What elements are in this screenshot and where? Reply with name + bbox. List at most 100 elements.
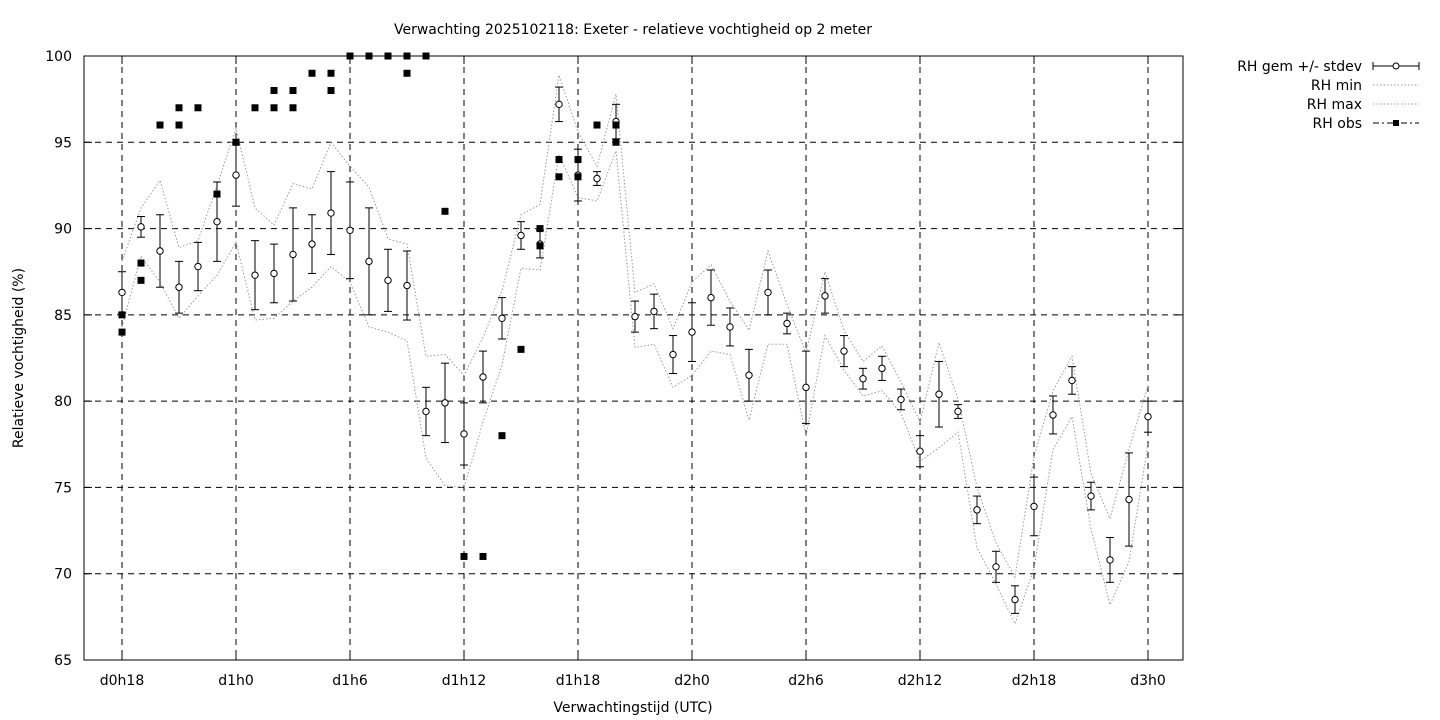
mean-point — [821, 292, 829, 300]
mean-point — [517, 231, 525, 240]
obs-point — [156, 121, 164, 129]
legend-label: RH gem +/- stdev — [1237, 59, 1362, 75]
y-axis-ticks: 65 70 75 80 85 90 95 100 — [45, 49, 1183, 669]
mean-point — [897, 395, 905, 404]
obs-point — [536, 225, 544, 233]
obs-point — [441, 207, 449, 215]
mean-point — [289, 250, 297, 259]
mean-point — [802, 383, 810, 392]
obs-point — [479, 552, 487, 560]
mean-point — [175, 283, 183, 291]
mean-point — [422, 407, 430, 416]
mean-point — [1030, 502, 1038, 511]
mean-point — [555, 100, 563, 109]
mean-point — [1106, 556, 1114, 564]
mean-point — [726, 323, 734, 331]
mean-point — [479, 373, 487, 381]
obs-point — [574, 173, 582, 181]
mean-point — [916, 447, 924, 455]
obs-point — [175, 104, 183, 112]
y-tick-label: 80 — [54, 394, 72, 410]
obs-point — [327, 69, 335, 77]
x-axis-ticks: d0h18 d1h0 d1h6 d1h12 d1h18 d2h0 d2h6 d2h12 d2h1… — [100, 56, 1166, 689]
x-tick-label: d2h0 — [674, 673, 710, 689]
y-tick-label: 90 — [54, 222, 72, 238]
mean-point — [403, 281, 411, 290]
mean-point — [992, 563, 1000, 571]
obs-point — [232, 138, 240, 146]
x-axis-label: Verwachtingstijd (UTC) — [553, 700, 712, 716]
mean-point — [954, 407, 962, 416]
mean-errorbars — [118, 86, 1152, 614]
mean-point — [1087, 492, 1095, 500]
chart-title: Verwachting 2025102118: Exeter - relatie… — [394, 22, 872, 38]
mean-point — [859, 375, 867, 383]
obs-point — [460, 552, 468, 560]
mean-point — [1011, 595, 1019, 604]
mean-point — [935, 390, 943, 398]
mean-point — [764, 288, 772, 297]
mean-point — [783, 319, 791, 328]
obs-point — [251, 104, 259, 112]
mean-point — [878, 364, 886, 373]
mean-point — [1144, 412, 1152, 421]
obs-point — [536, 242, 544, 250]
mean-point — [650, 307, 658, 316]
mean-point — [384, 276, 392, 285]
mean-point — [156, 247, 164, 255]
mean-point — [631, 312, 639, 321]
y-axis-label: Relatieve vochtigheid (%) — [11, 268, 27, 448]
mean-point — [194, 262, 202, 271]
obs-point — [137, 259, 145, 267]
legend-square-marker — [1393, 120, 1399, 126]
mean-point — [346, 226, 354, 234]
obs-point — [194, 104, 202, 112]
plot-frame — [83, 55, 1184, 661]
mean-point — [118, 288, 126, 297]
obs-point — [517, 345, 525, 353]
x-tick-label: d3h0 — [1130, 673, 1166, 689]
min-max-lines — [121, 74, 1149, 626]
mean-point — [1049, 411, 1057, 419]
obs-point — [270, 104, 278, 112]
x-tick-label: d1h6 — [332, 673, 368, 689]
obs-point — [289, 104, 297, 112]
obs-point — [555, 173, 563, 181]
mean-point — [308, 240, 316, 248]
mean-point — [1125, 495, 1133, 504]
obs-point — [118, 328, 126, 336]
mean-point — [232, 171, 240, 179]
legend-circle-marker — [1392, 62, 1400, 70]
y-tick-label: 100 — [45, 49, 72, 65]
obs-point — [289, 87, 297, 95]
mean-point — [669, 350, 677, 359]
mean-point — [973, 506, 981, 514]
obs-point — [555, 156, 563, 164]
y-tick-label: 95 — [54, 135, 72, 151]
y-tick-label: 75 — [54, 480, 72, 496]
y-tick-label: 70 — [54, 567, 72, 583]
rh-min-line — [121, 150, 1149, 626]
obs-point — [175, 121, 183, 129]
mean-point — [460, 430, 468, 438]
mean-point — [137, 223, 145, 231]
y-tick-label: 85 — [54, 308, 72, 324]
legend-label: RH obs — [1313, 116, 1362, 132]
obs-point — [137, 276, 145, 284]
mean-point — [745, 371, 753, 379]
obs-point — [213, 190, 221, 198]
x-tick-label: d1h12 — [442, 673, 486, 689]
x-tick-label: d1h18 — [556, 673, 600, 689]
x-tick-label: d1h0 — [218, 673, 254, 689]
grid-lines — [84, 56, 1183, 660]
obs-point — [327, 87, 335, 95]
obs-point — [270, 87, 278, 95]
obs-point — [612, 138, 620, 146]
mean-point — [498, 314, 506, 323]
x-tick-label: d0h18 — [100, 673, 144, 689]
legend: RH gem +/- stdev RH min RH max RH obs — [1237, 59, 1420, 132]
mean-point — [327, 209, 335, 217]
legend-label: RH min — [1311, 78, 1362, 94]
x-tick-label: d2h12 — [898, 673, 942, 689]
